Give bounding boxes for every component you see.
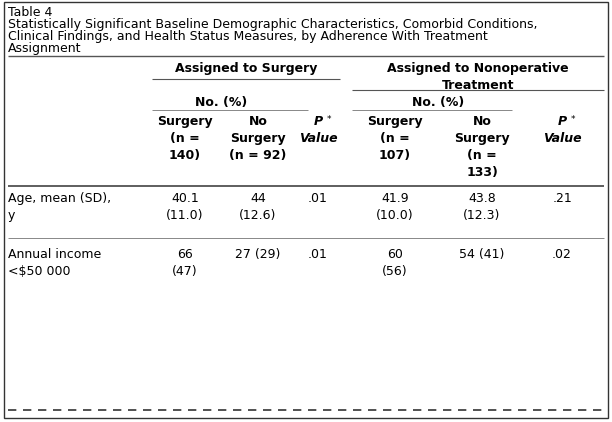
Text: No. (%): No. (%)	[412, 96, 465, 109]
Text: *: *	[571, 115, 575, 124]
Text: 40.1
(11.0): 40.1 (11.0)	[166, 192, 204, 222]
Text: Age, mean (SD),
y: Age, mean (SD), y	[8, 192, 111, 222]
Text: Assignment: Assignment	[8, 42, 81, 55]
Text: 27 (29): 27 (29)	[235, 248, 281, 261]
Text: 44
(12.6): 44 (12.6)	[239, 192, 277, 222]
Text: No
Surgery
(n = 92): No Surgery (n = 92)	[230, 115, 286, 162]
Text: Clinical Findings, and Health Status Measures, by Adherence With Treatment: Clinical Findings, and Health Status Mea…	[8, 30, 488, 43]
Text: .02: .02	[552, 248, 572, 261]
Text: No. (%): No. (%)	[195, 96, 248, 109]
Text: 43.8
(12.3): 43.8 (12.3)	[463, 192, 501, 222]
Text: P
Value: P Value	[543, 115, 581, 145]
Text: 60
(56): 60 (56)	[382, 248, 408, 278]
Text: .01: .01	[308, 248, 328, 261]
Text: 41.9
(10.0): 41.9 (10.0)	[376, 192, 414, 222]
Text: 66
(47): 66 (47)	[172, 248, 198, 278]
Text: Annual income
<$50 000: Annual income <$50 000	[8, 248, 101, 278]
Text: 54 (41): 54 (41)	[460, 248, 505, 261]
Text: Assigned to Nonoperative
Treatment: Assigned to Nonoperative Treatment	[387, 62, 569, 92]
Text: Statistically Significant Baseline Demographic Characteristics, Comorbid Conditi: Statistically Significant Baseline Demog…	[8, 18, 537, 31]
Text: P
Value: P Value	[299, 115, 337, 145]
Text: Surgery
(n =
107): Surgery (n = 107)	[367, 115, 423, 162]
Text: *: *	[327, 115, 331, 124]
Text: Surgery
(n =
140): Surgery (n = 140)	[157, 115, 213, 162]
Text: Assigned to Surgery: Assigned to Surgery	[175, 62, 317, 75]
Text: No
Surgery
(n =
133): No Surgery (n = 133)	[454, 115, 510, 179]
Text: .01: .01	[308, 192, 328, 205]
Text: Table 4: Table 4	[8, 6, 53, 19]
Text: .21: .21	[552, 192, 572, 205]
